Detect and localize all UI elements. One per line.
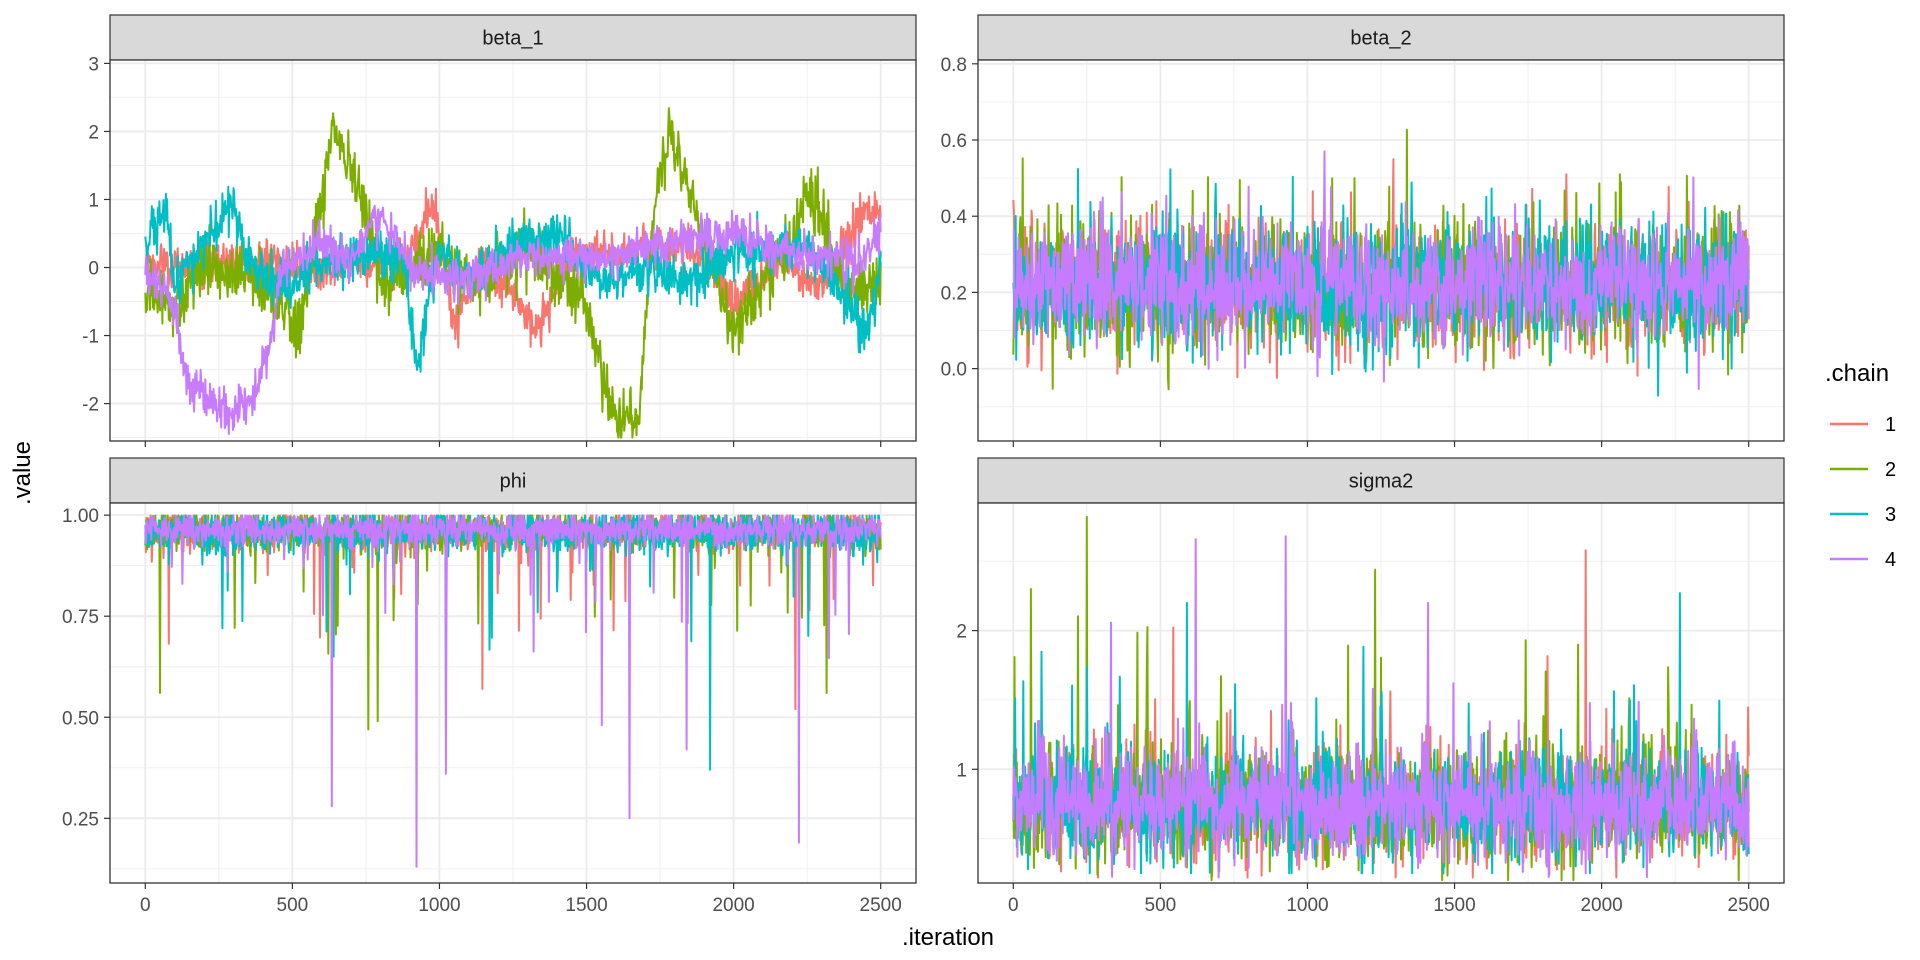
x-axis-title: .iteration (902, 924, 994, 951)
facet-strip-label: beta_1 (482, 28, 543, 50)
facet-strip (109, 457, 917, 504)
facet-strip-label: beta_2 (1350, 28, 1411, 50)
facet-phi: phi 0.25 0.50 0.75 1.00 0 500 1000 1500 2000 2500 (62, 457, 917, 916)
y-tick-label: 2 (956, 622, 967, 643)
y-tick-label: 1.00 (62, 506, 99, 527)
y-axis-title: .value (9, 441, 36, 505)
panel-border (977, 59, 1785, 442)
y-tick-label: 1 (956, 760, 967, 781)
x-tick-label: 500 (1145, 895, 1177, 916)
y-tick-label: 0.2 (941, 283, 967, 304)
y-tick-label: 0.4 (941, 207, 968, 228)
legend-label-chain-2: 2 (1885, 459, 1896, 481)
legend-label-chain-1: 1 (1885, 414, 1896, 436)
series-line-chain-4 (1012, 150, 1750, 391)
legend-label-chain-3: 3 (1885, 504, 1896, 526)
legend-title: .chain (1825, 360, 1889, 387)
x-tick-label: 2000 (1580, 895, 1622, 916)
facet-strip (109, 14, 917, 61)
panel-border (109, 59, 917, 442)
y-tick-label: 2 (88, 122, 99, 143)
x-tick-label: 1000 (1286, 895, 1328, 916)
y-tick-label: 0.75 (62, 607, 99, 628)
facet-beta_2: beta_2 0.0 0.2 0.4 0.6 0.8 (941, 14, 1785, 447)
y-tick-label: 1 (88, 190, 99, 211)
y-tick-label: 0.50 (62, 708, 99, 729)
x-tick-label: 1000 (418, 895, 460, 916)
series-line-chain-4 (144, 514, 882, 868)
y-tick-label: 3 (88, 54, 99, 75)
series-lines (144, 107, 882, 439)
x-tick-label: 0 (140, 895, 151, 916)
y-tick-label: -2 (82, 395, 99, 416)
series-lines (1012, 128, 1750, 397)
facet-strip-label: phi (500, 471, 527, 493)
x-tick-label: 2000 (712, 895, 754, 916)
series-line-chain-4 (1012, 535, 1750, 879)
facet-strip (977, 457, 1785, 504)
x-tick-label: 2500 (860, 895, 902, 916)
series-line-chain-4 (144, 204, 882, 435)
series-lines (144, 514, 882, 868)
x-tick-label: 2500 (1728, 895, 1770, 916)
facet-strip-label: sigma2 (1349, 471, 1413, 493)
y-tick-label: 0 (88, 259, 99, 280)
panel-border (109, 502, 917, 884)
y-tick-label: 0.6 (941, 131, 967, 152)
x-tick-label: 1500 (565, 895, 607, 916)
y-tick-label: -1 (82, 327, 99, 348)
x-tick-label: 0 (1008, 895, 1019, 916)
y-tick-label: 0.0 (941, 360, 967, 381)
facet-strip (977, 14, 1785, 61)
facet-sigma2: sigma2 1 2 0 500 1000 1500 2000 2500 (956, 457, 1785, 916)
legend: .chain 1 2 3 4 (1825, 360, 1896, 571)
legend-label-chain-4: 4 (1885, 549, 1896, 571)
y-tick-label: 0.25 (62, 809, 99, 830)
x-tick-label: 1500 (1433, 895, 1475, 916)
series-lines (1012, 515, 1750, 882)
facet-beta_1: beta_1 -2 -1 0 1 2 3 (82, 14, 917, 447)
x-tick-label: 500 (277, 895, 309, 916)
panel-border (977, 502, 1785, 884)
y-tick-label: 0.8 (941, 55, 967, 76)
facet-panels: beta_1 -2 -1 0 1 2 3 beta_2 0.0 0.2 0.4 0.6 0.8 phi 0.… (62, 14, 1785, 916)
